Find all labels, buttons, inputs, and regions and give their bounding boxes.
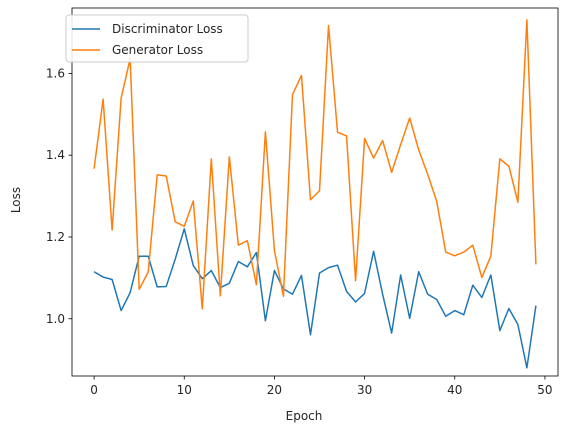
x-axis-label: Epoch [286,409,323,423]
y-tick-label: 1.4 [46,148,65,162]
series-line-discriminator-loss [93,228,537,369]
legend: Discriminator Loss Generator Loss [65,14,249,63]
y-tick-label: 1.2 [46,230,65,244]
x-tick-label: 20 [267,383,282,397]
plot-frame [71,7,559,377]
x-tick-label: 50 [537,383,552,397]
legend-box [65,14,249,63]
y-axis-ticks: 1.0 1.2 1.4 1.6 [46,66,72,326]
x-axis-ticks: 0 10 20 30 40 50 [90,376,553,397]
x-tick-label: 10 [177,383,192,397]
x-tick-label: 30 [357,383,372,397]
series-lines [93,19,537,369]
y-axis-label: Loss [9,187,23,213]
series-line-generator-loss [93,19,537,310]
x-tick-label: 0 [90,383,98,397]
legend-label-discriminator: Discriminator Loss [112,22,223,36]
legend-label-generator: Generator Loss [112,43,203,57]
x-tick-label: 40 [447,383,462,397]
y-tick-label: 1.0 [46,312,65,326]
y-tick-label: 1.6 [46,66,65,80]
